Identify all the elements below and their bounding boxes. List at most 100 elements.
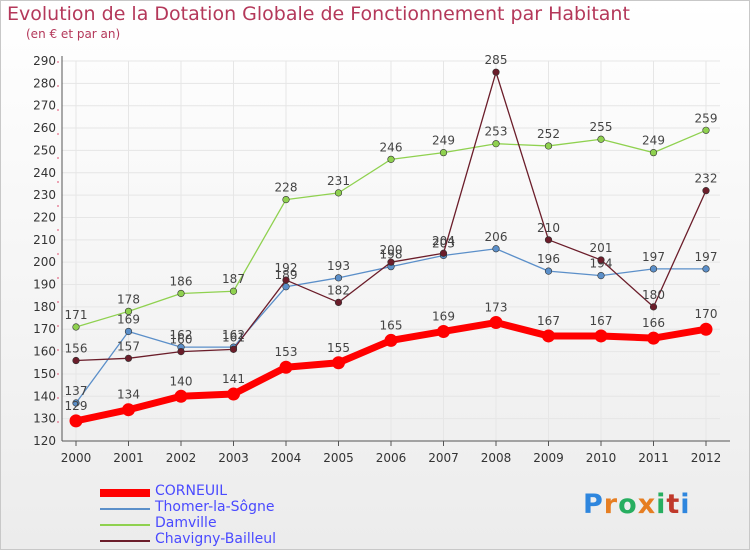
legend-item-thomer: Thomer-la-Sôgne (100, 499, 400, 517)
y-tick-label: 190 (33, 278, 56, 292)
y-tick-label: 120 (33, 434, 56, 448)
data-label: 201 (590, 241, 613, 255)
data-point (699, 322, 713, 336)
data-label: 171 (65, 308, 88, 322)
data-label: 167 (590, 314, 613, 328)
data-label: 228 (275, 181, 298, 195)
data-label: 231 (327, 174, 350, 188)
data-label: 186 (170, 274, 193, 288)
y-tick-label: 200 (33, 255, 56, 269)
x-tick-label: 2009 (533, 451, 564, 465)
data-point (492, 245, 500, 253)
x-tick-label: 2001 (113, 451, 144, 465)
chart-subtitle: (en € et par an) (26, 27, 121, 41)
y-tick-label: 280 (33, 76, 56, 90)
data-label: 161 (222, 330, 245, 344)
data-point (72, 399, 80, 407)
data-label: 140 (170, 374, 193, 388)
data-point (649, 265, 658, 273)
data-point (489, 316, 503, 330)
data-point (544, 267, 553, 275)
y-tick-label: 230 (33, 188, 56, 202)
x-tick-label: 2005 (323, 451, 354, 465)
data-label: 197 (695, 250, 718, 264)
data-point (174, 389, 188, 403)
data-point (387, 258, 395, 266)
data-label: 252 (537, 127, 560, 141)
data-point (594, 329, 608, 343)
data-label: 203 (432, 236, 455, 250)
data-point (124, 307, 133, 315)
data-point (124, 354, 133, 362)
legend: CORNEUIL Thomer-la-Sôgne Damville Chavig… (100, 483, 400, 549)
data-label: 196 (537, 252, 560, 266)
data-label: 253 (485, 125, 508, 139)
y-tick-label: 130 (33, 412, 56, 426)
data-label: 153 (275, 345, 298, 359)
data-label: 193 (327, 259, 350, 273)
data-label: 249 (432, 134, 455, 148)
legend-swatch-damville (100, 524, 150, 526)
data-label: 246 (380, 140, 403, 154)
data-label: 189 (275, 268, 298, 282)
data-point (597, 135, 605, 143)
data-point (229, 287, 238, 295)
data-label: 173 (485, 301, 508, 315)
data-label: 160 (170, 333, 193, 347)
x-tick-label: 2007 (428, 451, 459, 465)
data-point (229, 345, 238, 353)
legend-label: Damville (155, 515, 217, 531)
data-label: 182 (327, 283, 350, 297)
data-label: 162 (222, 328, 245, 342)
data-label: 178 (117, 292, 140, 306)
data-point (492, 140, 500, 148)
legend-item-damville: Damville (100, 515, 400, 533)
data-point (384, 333, 398, 347)
data-point (647, 331, 660, 345)
data-label: 156 (65, 342, 88, 356)
legend-item-chavigny: Chavigny-Bailleul (100, 531, 400, 549)
legend-item-corneuil: CORNEUIL (100, 483, 400, 501)
data-point (122, 403, 135, 417)
data-point (124, 327, 133, 336)
data-point (177, 347, 185, 356)
data-label: 206 (485, 230, 508, 244)
data-point (702, 126, 710, 134)
legend-label: Chavigny-Bailleul (155, 531, 276, 547)
legend-label: CORNEUIL (155, 483, 228, 499)
data-label: 197 (642, 250, 665, 264)
data-label: 157 (117, 339, 140, 353)
legend-swatch-chavigny (100, 540, 150, 542)
data-point (439, 249, 448, 257)
data-label: 187 (222, 272, 245, 286)
data-label: 134 (117, 388, 140, 402)
x-tick-label: 2006 (376, 451, 407, 465)
x-tick-label: 2003 (218, 451, 249, 465)
y-tick-label: 270 (33, 99, 56, 113)
data-label: 259 (695, 111, 718, 125)
y-tick-label: 250 (33, 143, 56, 157)
x-tick-label: 2002 (166, 451, 197, 465)
data-point (702, 187, 710, 195)
data-point (334, 298, 343, 307)
data-point (437, 324, 450, 338)
data-label: 169 (432, 309, 455, 323)
y-tick-label: 160 (33, 345, 56, 359)
data-label: 141 (222, 372, 245, 386)
data-point (282, 195, 290, 204)
data-point (72, 323, 80, 331)
data-point (69, 414, 83, 428)
x-tick-label: 2000 (61, 451, 92, 465)
data-point (492, 68, 500, 76)
legend-swatch-thomer (100, 508, 150, 510)
y-tick-label: 240 (33, 166, 56, 180)
data-label: 180 (642, 288, 665, 302)
data-label: 129 (65, 399, 88, 413)
chart-title: Evolution de la Dotation Globale de Fonc… (7, 3, 630, 25)
y-tick-label: 180 (33, 300, 56, 314)
data-label: 198 (380, 248, 403, 262)
data-label: 169 (117, 312, 140, 326)
data-point (279, 360, 293, 374)
data-label: 166 (642, 316, 665, 330)
data-point (649, 303, 658, 311)
